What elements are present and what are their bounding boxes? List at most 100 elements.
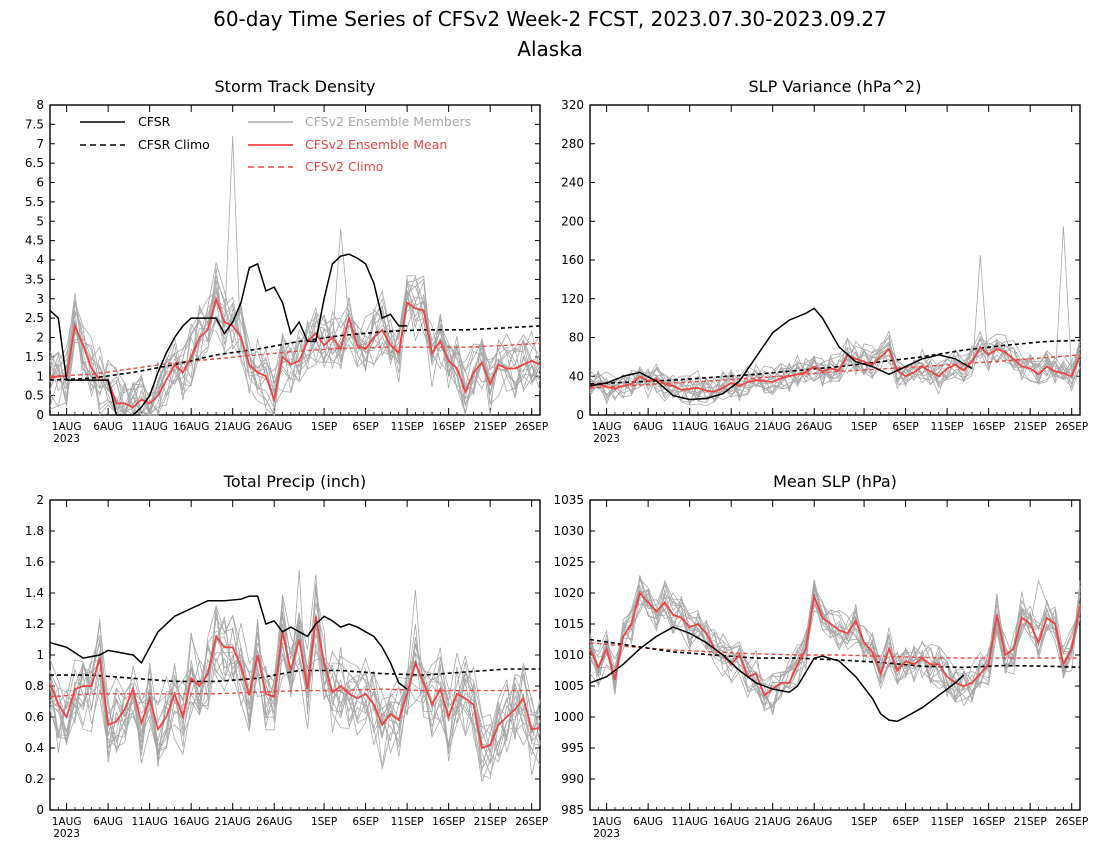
y-tick-label: 1025 [553, 555, 584, 569]
x-tick-label: 11AUG [671, 421, 707, 433]
y-tick-label: 985 [561, 803, 584, 817]
cfsr-line [589, 307, 973, 401]
x-tick-label: 6AUG [93, 421, 123, 433]
y-tick-label: 7.5 [25, 117, 44, 131]
ensemble-member-line [49, 290, 541, 414]
x-tick-label: 6AUG [633, 816, 663, 828]
panel-title: SLP Variance (hPa^2) [749, 77, 922, 96]
x-tick-label: 1SEP [851, 421, 877, 433]
cfsv2-climo-line [49, 688, 540, 698]
panel-title: Total Precip (inch) [223, 472, 366, 491]
ensemble-member-line [49, 614, 541, 764]
y-tick-label: 0.8 [25, 679, 44, 693]
y-tick-label: 4 [36, 253, 44, 267]
y-tick-label: 5.5 [25, 195, 44, 209]
x-tick-sublabel: 2023 [53, 828, 80, 840]
y-tick-label: 1.5 [25, 350, 44, 364]
cfsv2-climo-line [49, 342, 541, 377]
x-tick-label: 26SEP [515, 816, 548, 828]
x-tick-label: 26SEP [1055, 421, 1088, 433]
x-tick-label: 1SEP [851, 816, 877, 828]
x-tick-label: 26AUG [796, 421, 832, 433]
ensemble-member-line [49, 289, 541, 416]
cfsr-line [589, 626, 965, 723]
y-tick-label: 1.6 [25, 555, 44, 569]
y-tick-label: 0 [36, 803, 44, 817]
legend-label-cfsr-climo: CFSR Climo [138, 137, 210, 152]
x-tick-label: 21AUG [755, 816, 791, 828]
y-tick-label: 0.4 [25, 741, 44, 755]
x-tick-label: 26AUG [256, 421, 292, 433]
ensemble-member-line [589, 336, 1081, 394]
y-tick-label: 1 [36, 369, 44, 383]
ensemble-mean-line [49, 295, 541, 409]
x-tick-label: 6SEP [892, 421, 918, 433]
y-tick-label: 1020 [553, 586, 584, 600]
y-tick-label: 0 [576, 408, 584, 422]
x-tick-label: 16AUG [713, 816, 749, 828]
panel-mean-slp: Mean SLP (hPa) 985 990 995 1000 1005 1010 1015… [553, 472, 1088, 840]
y-tick-label: 1005 [553, 679, 584, 693]
x-tick-label: 1AUG [592, 816, 622, 828]
x-tick-sublabel: 2023 [593, 433, 620, 445]
y-tick-label: 8 [36, 98, 44, 112]
y-tick-label: 200 [561, 214, 584, 228]
x-tick-sublabel: 2023 [593, 828, 620, 840]
y-tick-label: 120 [561, 292, 584, 306]
panel-title: Mean SLP (hPa) [773, 472, 897, 491]
cfsv2-climo-line [589, 354, 1081, 389]
x-tick-label: 21AUG [755, 421, 791, 433]
y-tick-label: 320 [561, 98, 584, 112]
ensemble-member-line [49, 589, 541, 776]
legend-label-ens-mean: CFSv2 Ensemble Mean [305, 137, 447, 152]
y-tick-label: 990 [561, 772, 584, 786]
cfsr-climo-line [50, 668, 540, 683]
y-tick-label: 5 [36, 214, 44, 228]
y-tick-label: 3.5 [25, 272, 44, 286]
x-tick-label: 16SEP [432, 421, 465, 433]
panel-storm-track-density: Storm Track Density 0 0.5 1 1.5 2 2.5 3 3.5 4 4.5… [25, 77, 548, 445]
x-tick-label: 1SEP [311, 421, 337, 433]
x-tick-label: 16AUG [173, 816, 209, 828]
x-tick-label: 21AUG [215, 421, 251, 433]
ensemble-mean-line [49, 616, 541, 750]
y-tick-label: 0 [36, 408, 44, 422]
x-tick-label: 11AUG [131, 421, 167, 433]
plot-area: 0 0.5 1 1.5 2 2.5 3 3.5 4 4.5 5 5.5 6 6.5 7 7.5 8 1AUG202… [25, 98, 548, 445]
ensemble-member-line [49, 569, 541, 780]
figure-subtitle: Alaska [517, 37, 582, 61]
x-tick-label: 6AUG [93, 816, 123, 828]
ensemble-member-line [589, 226, 1081, 402]
x-tick-label: 16SEP [432, 816, 465, 828]
y-tick-label: 1 [36, 648, 44, 662]
ensemble-member-line [589, 333, 1081, 401]
y-tick-label: 80 [569, 331, 584, 345]
x-tick-label: 16SEP [972, 816, 1005, 828]
x-tick-sublabel: 2023 [53, 433, 80, 445]
legend-label-cfsv2-climo: CFSv2 Climo [305, 159, 383, 174]
y-tick-label: 1.4 [25, 586, 44, 600]
ensemble-members [589, 575, 1081, 716]
ensemble-member-line [589, 335, 1081, 399]
x-tick-label: 11SEP [391, 816, 424, 828]
cfsr-climo-line [589, 638, 1081, 669]
x-tick-label: 6SEP [352, 816, 378, 828]
y-tick-label: 2 [36, 493, 44, 507]
legend-label-members: CFSv2 Ensemble Members [305, 114, 471, 129]
ensemble-member-line [589, 581, 1081, 710]
ensemble-mean-line [589, 345, 1081, 393]
cfsr-line [49, 253, 408, 416]
ensemble-member-line [49, 275, 541, 417]
x-tick-label: 16SEP [972, 421, 1005, 433]
y-tick-label: 3 [36, 292, 44, 306]
ensemble-member-line [49, 228, 541, 417]
ensemble-member-line [49, 281, 541, 417]
x-tick-label: 21AUG [215, 816, 251, 828]
x-tick-label: 21SEP [474, 816, 507, 828]
x-tick-label: 1AUG [52, 816, 82, 828]
x-tick-label: 26AUG [796, 816, 832, 828]
panel-slp-variance: SLP Variance (hPa^2) 0 40 80 120 160 200 240 28… [561, 77, 1088, 445]
x-tick-label: 11AUG [131, 816, 167, 828]
y-tick-label: 1010 [553, 648, 584, 662]
y-tick-label: 1.2 [25, 617, 44, 631]
